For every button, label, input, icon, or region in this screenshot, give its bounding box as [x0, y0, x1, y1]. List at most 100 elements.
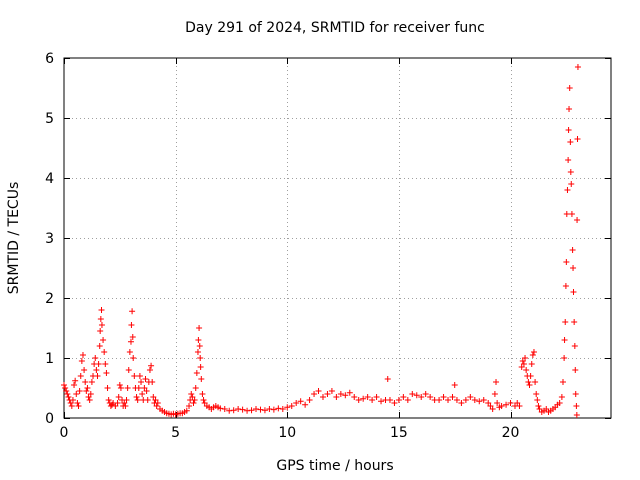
data-point [279, 406, 286, 412]
data-point [79, 352, 86, 358]
data-point [491, 391, 498, 397]
data-point [122, 403, 129, 409]
data-point [94, 373, 101, 379]
data-point [124, 385, 131, 391]
data-point [123, 397, 130, 403]
data-point [81, 367, 88, 373]
data-point [520, 361, 527, 367]
data-point [556, 400, 563, 406]
data-point [523, 367, 530, 373]
data-point [467, 394, 474, 400]
data-point [573, 412, 580, 418]
data-point [146, 367, 153, 373]
data-point [134, 397, 141, 403]
data-point [129, 334, 136, 340]
data-point [503, 401, 510, 408]
data-point [270, 406, 277, 413]
data-point [302, 401, 309, 408]
x-tick-label: 20 [502, 425, 520, 441]
grid-lines [64, 58, 611, 418]
data-point [559, 379, 566, 385]
data-point [266, 406, 273, 412]
x-tick-label: 0 [60, 425, 69, 441]
data-point [572, 367, 579, 373]
y-axis-label: SRMTID / TECUs [6, 182, 22, 295]
data-point [133, 394, 140, 400]
data-point [77, 373, 84, 379]
data-point [128, 322, 135, 328]
data-point [275, 405, 282, 412]
data-point [404, 397, 411, 403]
data-point [489, 406, 496, 412]
data-point [83, 388, 90, 394]
data-point [194, 349, 201, 355]
data-point [105, 397, 112, 403]
data-point [311, 391, 318, 397]
data-point [192, 385, 199, 391]
data-point [221, 406, 228, 412]
data-point [142, 376, 149, 382]
data-point [451, 382, 458, 388]
data-point [574, 64, 581, 70]
data-point [471, 397, 478, 403]
data-point [422, 391, 429, 397]
data-point [364, 394, 371, 400]
data-point [73, 391, 80, 397]
data-point [101, 349, 108, 355]
y-tick-label: 2 [45, 291, 54, 307]
data-point [574, 217, 581, 223]
data-point [525, 379, 532, 385]
data-point [198, 376, 205, 382]
data-point [183, 407, 190, 414]
x-tick-label: 10 [278, 425, 296, 441]
data-point [498, 403, 505, 409]
data-point [391, 400, 398, 406]
data-point [378, 398, 385, 405]
data-point [568, 211, 575, 217]
data-point [135, 385, 142, 391]
data-point [563, 211, 570, 217]
data-point [95, 361, 102, 367]
data-point [572, 391, 579, 397]
data-point [440, 394, 447, 400]
data-point [561, 355, 568, 361]
data-point [193, 370, 200, 376]
data-point [565, 157, 572, 163]
data-point [453, 397, 460, 403]
data-point [97, 316, 104, 322]
y-tick-labels: 0 1 2 3 4 5 6 [45, 51, 54, 427]
data-point [98, 307, 105, 313]
data-point [72, 377, 79, 384]
data-point [200, 397, 207, 403]
data-point [493, 379, 500, 385]
data-point [239, 406, 246, 413]
data-point [188, 391, 195, 397]
data-point [127, 338, 134, 345]
data-point [507, 400, 514, 406]
data-point [462, 397, 469, 403]
data-point [324, 391, 331, 397]
data-point [527, 373, 534, 379]
data-point [409, 391, 416, 397]
data-point [98, 322, 105, 328]
data-point [480, 397, 487, 403]
data-point [191, 397, 198, 403]
data-point [86, 397, 93, 403]
data-point [136, 373, 143, 379]
data-point [516, 403, 523, 409]
data-point [568, 181, 575, 187]
data-point [69, 397, 76, 403]
data-point [373, 394, 380, 400]
x-tick-labels: 0 5 10 15 20 [60, 425, 520, 441]
data-point [571, 319, 578, 325]
data-point [154, 400, 161, 406]
data-points [61, 64, 581, 418]
data-point [131, 373, 138, 379]
data-point [562, 283, 569, 289]
data-point [476, 398, 483, 405]
data-point [88, 379, 95, 385]
data-point [284, 404, 291, 411]
axis-ticks [64, 58, 611, 419]
data-point [567, 169, 574, 175]
